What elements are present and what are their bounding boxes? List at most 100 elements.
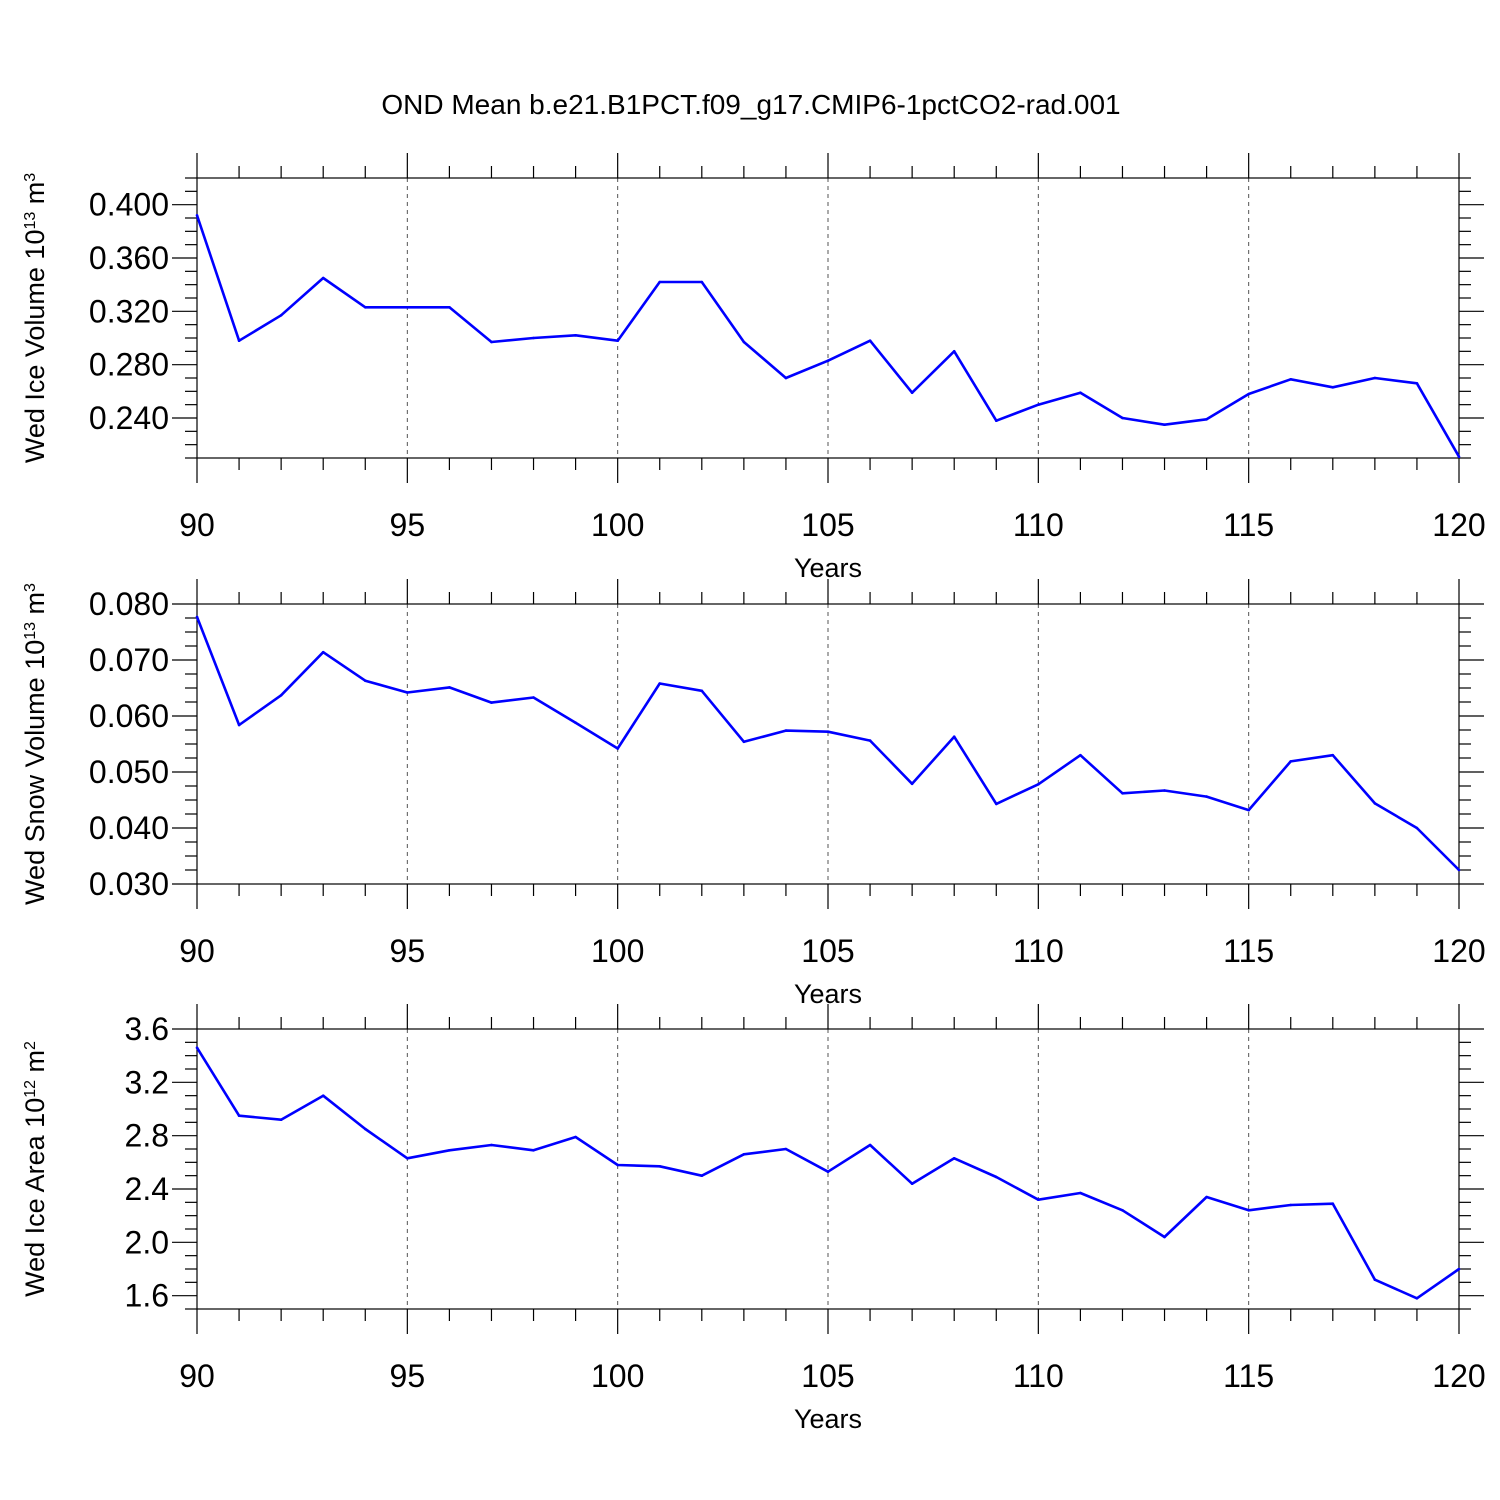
x-tick-label: 100 xyxy=(591,1358,644,1394)
data-point xyxy=(532,1149,535,1152)
x-tick-label: 115 xyxy=(1223,1358,1274,1394)
x-tick-label: 105 xyxy=(801,933,854,969)
x-tick-label: 95 xyxy=(390,1358,426,1394)
y-axis-title-part: m xyxy=(20,592,50,622)
data-point xyxy=(448,306,451,309)
data-point xyxy=(1331,753,1335,757)
data-point xyxy=(952,735,956,738)
y-tick-label: 0.030 xyxy=(89,866,169,902)
x-tick-label: 120 xyxy=(1432,507,1485,543)
data-point xyxy=(1331,1202,1335,1205)
chart-panel-3: 90 95 100 105 110 115 120 1.6 2.0 2.4 2.8 3.2 3.6 Yea… xyxy=(20,1004,1486,1434)
data-point xyxy=(279,694,283,697)
y-axis-title-superscript: 3 xyxy=(22,173,39,182)
data-point xyxy=(1289,378,1292,381)
y-axis-title: Wed Snow Volume 1013 m3 xyxy=(20,583,50,905)
data-point xyxy=(1079,391,1082,395)
x-tick-label: 100 xyxy=(591,507,644,543)
y-tick-label: 1.6 xyxy=(125,1278,169,1314)
data-point xyxy=(448,686,451,689)
data-point xyxy=(406,306,409,309)
y-tick-label: 0.320 xyxy=(89,293,169,329)
x-tick-label: 110 xyxy=(1013,507,1064,543)
data-point xyxy=(574,721,577,724)
x-tick-label: 90 xyxy=(179,1358,215,1394)
data-point xyxy=(1415,382,1419,385)
y-tick-label: 0.050 xyxy=(89,754,169,790)
x-tick-label: 115 xyxy=(1223,507,1274,543)
y-axis-title-part: Wed Ice Volume 10 xyxy=(20,230,50,464)
data-point xyxy=(952,1157,956,1160)
y-axis-title-superscript: 2 xyxy=(22,1041,39,1050)
data-point xyxy=(1079,753,1082,757)
y-tick-label: 3.6 xyxy=(125,1011,169,1047)
y-axis-title-part: Wed Snow Volume 10 xyxy=(20,640,50,905)
data-point xyxy=(321,276,325,280)
chart-panel-2: 90 95 100 105 110 115 120 0.030 0.040 0.050 0.060 0… xyxy=(20,579,1486,1009)
data-point xyxy=(490,701,493,704)
data-point xyxy=(490,340,493,344)
data-point xyxy=(910,782,914,786)
data-point xyxy=(1205,1195,1208,1199)
y-tick-label: 0.040 xyxy=(89,810,169,846)
data-point xyxy=(658,682,661,685)
data-point xyxy=(574,334,577,337)
data-point xyxy=(995,419,998,423)
data-point xyxy=(700,1174,704,1177)
y-tick-label: 0.060 xyxy=(89,698,169,734)
y-axis-title-superscript: 13 xyxy=(22,622,39,640)
data-point xyxy=(364,306,367,309)
data-point xyxy=(784,729,788,732)
data-point xyxy=(1037,1198,1040,1201)
chart-title: OND Mean b.e21.B1PCT.f09_g17.CMIP6-1pctC… xyxy=(381,89,1120,120)
data-point xyxy=(1247,808,1250,812)
data-point xyxy=(237,1114,241,1117)
data-point xyxy=(616,339,619,343)
y-axis-title-superscript: 13 xyxy=(22,212,39,230)
x-tick-label: 95 xyxy=(390,507,426,543)
x-tick-label: 90 xyxy=(179,507,215,543)
data-point xyxy=(1079,1191,1082,1195)
data-point xyxy=(868,339,872,343)
y-tick-label: 0.360 xyxy=(89,240,169,276)
data-point xyxy=(237,339,241,343)
data-point xyxy=(1415,1297,1419,1300)
data-point xyxy=(1163,789,1166,792)
data-point xyxy=(742,740,746,744)
data-point xyxy=(616,747,619,750)
x-axis-title: Years xyxy=(794,1404,862,1434)
x-tick-label: 120 xyxy=(1432,933,1485,969)
x-tick-label: 120 xyxy=(1432,1358,1485,1394)
data-point xyxy=(1373,802,1377,805)
data-point xyxy=(1121,792,1124,795)
data-point xyxy=(1457,868,1461,872)
y-axis-title-part: m xyxy=(20,1050,50,1080)
data-point xyxy=(364,1127,367,1131)
y-tick-label: 2.4 xyxy=(125,1171,169,1207)
data-point xyxy=(826,730,830,733)
x-tick-label: 110 xyxy=(1013,1358,1064,1394)
x-tick-label: 100 xyxy=(591,933,644,969)
data-point xyxy=(826,359,830,363)
x-tick-label: 95 xyxy=(390,933,426,969)
data-point xyxy=(1457,455,1461,459)
data-point xyxy=(364,679,367,682)
data-point xyxy=(995,802,998,806)
data-point xyxy=(868,739,872,742)
data-point xyxy=(868,1143,872,1147)
data-point xyxy=(826,1170,830,1173)
data-point xyxy=(1163,1235,1166,1239)
y-tick-label: 0.280 xyxy=(89,347,169,383)
data-point xyxy=(742,1153,746,1156)
data-point xyxy=(995,1175,998,1179)
data-point xyxy=(279,1118,283,1121)
data-point xyxy=(658,1165,661,1168)
x-tick-label: 105 xyxy=(801,1358,854,1394)
data-point xyxy=(700,689,704,693)
data-point xyxy=(1121,1209,1124,1212)
data-point xyxy=(321,1094,325,1097)
data-point xyxy=(1205,418,1208,421)
data-point xyxy=(1037,783,1040,786)
data-point xyxy=(700,280,704,284)
